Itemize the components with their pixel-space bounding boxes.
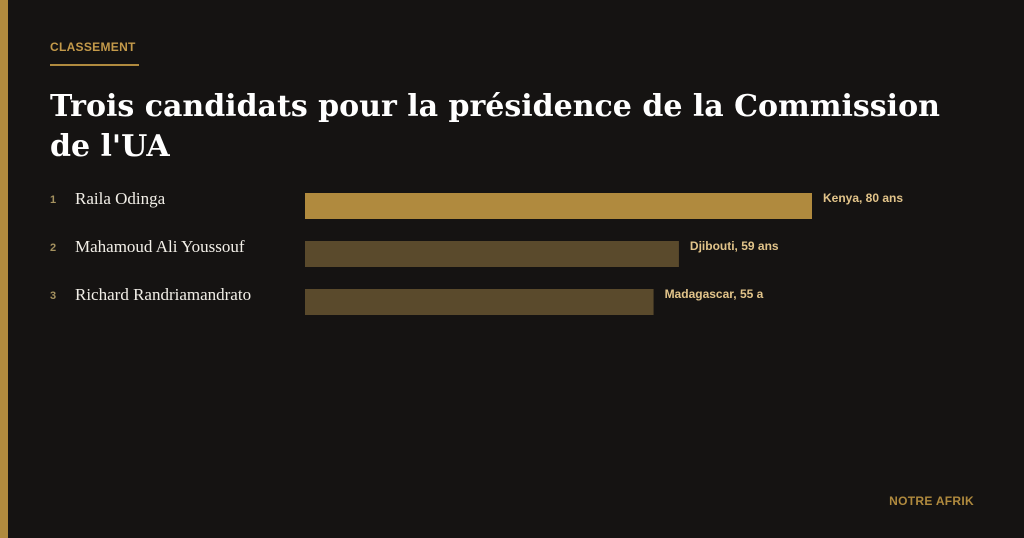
kicker-underline	[50, 64, 139, 66]
source-credit: NOTRE AFRIK	[889, 494, 974, 508]
bar-label: Djibouti, 59 ans	[690, 239, 779, 253]
rank-number: 3	[50, 290, 56, 302]
rank-number: 1	[50, 194, 56, 206]
ranking-bar-chart: 1 Raila Odinga Kenya, 80 ans 2 Mahamoud Ali …	[50, 189, 903, 315]
section-kicker: CLASSEMENT	[50, 40, 136, 54]
bar	[305, 289, 654, 315]
bar-label: Madagascar, 55 a	[665, 287, 764, 301]
rank-number: 2	[50, 242, 56, 254]
candidate-name: Raila Odinga	[75, 189, 166, 208]
bar-label: Kenya, 80 ans	[823, 191, 903, 205]
candidate-name: Mahamoud Ali Youssouf	[75, 237, 245, 256]
candidate-name: Richard Randriamandrato	[75, 285, 251, 304]
bar	[305, 193, 812, 219]
bar	[305, 241, 679, 267]
chart-title: Trois candidats pour la présidence de la…	[50, 89, 940, 164]
accent-bar	[0, 0, 8, 538]
